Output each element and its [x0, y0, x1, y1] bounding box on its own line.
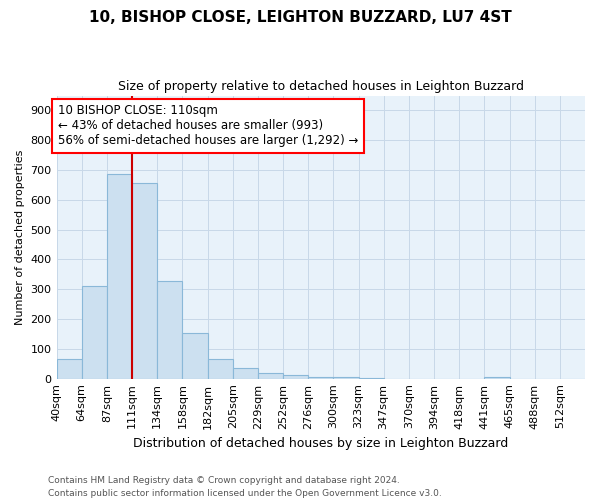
Text: 10 BISHOP CLOSE: 110sqm
← 43% of detached houses are smaller (993)
56% of semi-d: 10 BISHOP CLOSE: 110sqm ← 43% of detache…	[58, 104, 358, 148]
Bar	[233, 368, 258, 378]
X-axis label: Distribution of detached houses by size in Leighton Buzzard: Distribution of detached houses by size …	[133, 437, 508, 450]
Bar	[484, 376, 509, 378]
Title: Size of property relative to detached houses in Leighton Buzzard: Size of property relative to detached ho…	[118, 80, 524, 93]
Bar	[82, 286, 107, 378]
Text: Contains HM Land Registry data © Crown copyright and database right 2024.
Contai: Contains HM Land Registry data © Crown c…	[48, 476, 442, 498]
Bar	[334, 376, 359, 378]
Bar	[283, 375, 308, 378]
Bar	[56, 360, 82, 378]
Bar	[132, 184, 157, 378]
Bar	[258, 372, 283, 378]
Bar	[308, 377, 334, 378]
Bar	[107, 174, 132, 378]
Y-axis label: Number of detached properties: Number of detached properties	[15, 150, 25, 325]
Text: 10, BISHOP CLOSE, LEIGHTON BUZZARD, LU7 4ST: 10, BISHOP CLOSE, LEIGHTON BUZZARD, LU7 …	[89, 10, 511, 25]
Bar	[182, 333, 208, 378]
Bar	[157, 281, 182, 378]
Bar	[208, 358, 233, 378]
